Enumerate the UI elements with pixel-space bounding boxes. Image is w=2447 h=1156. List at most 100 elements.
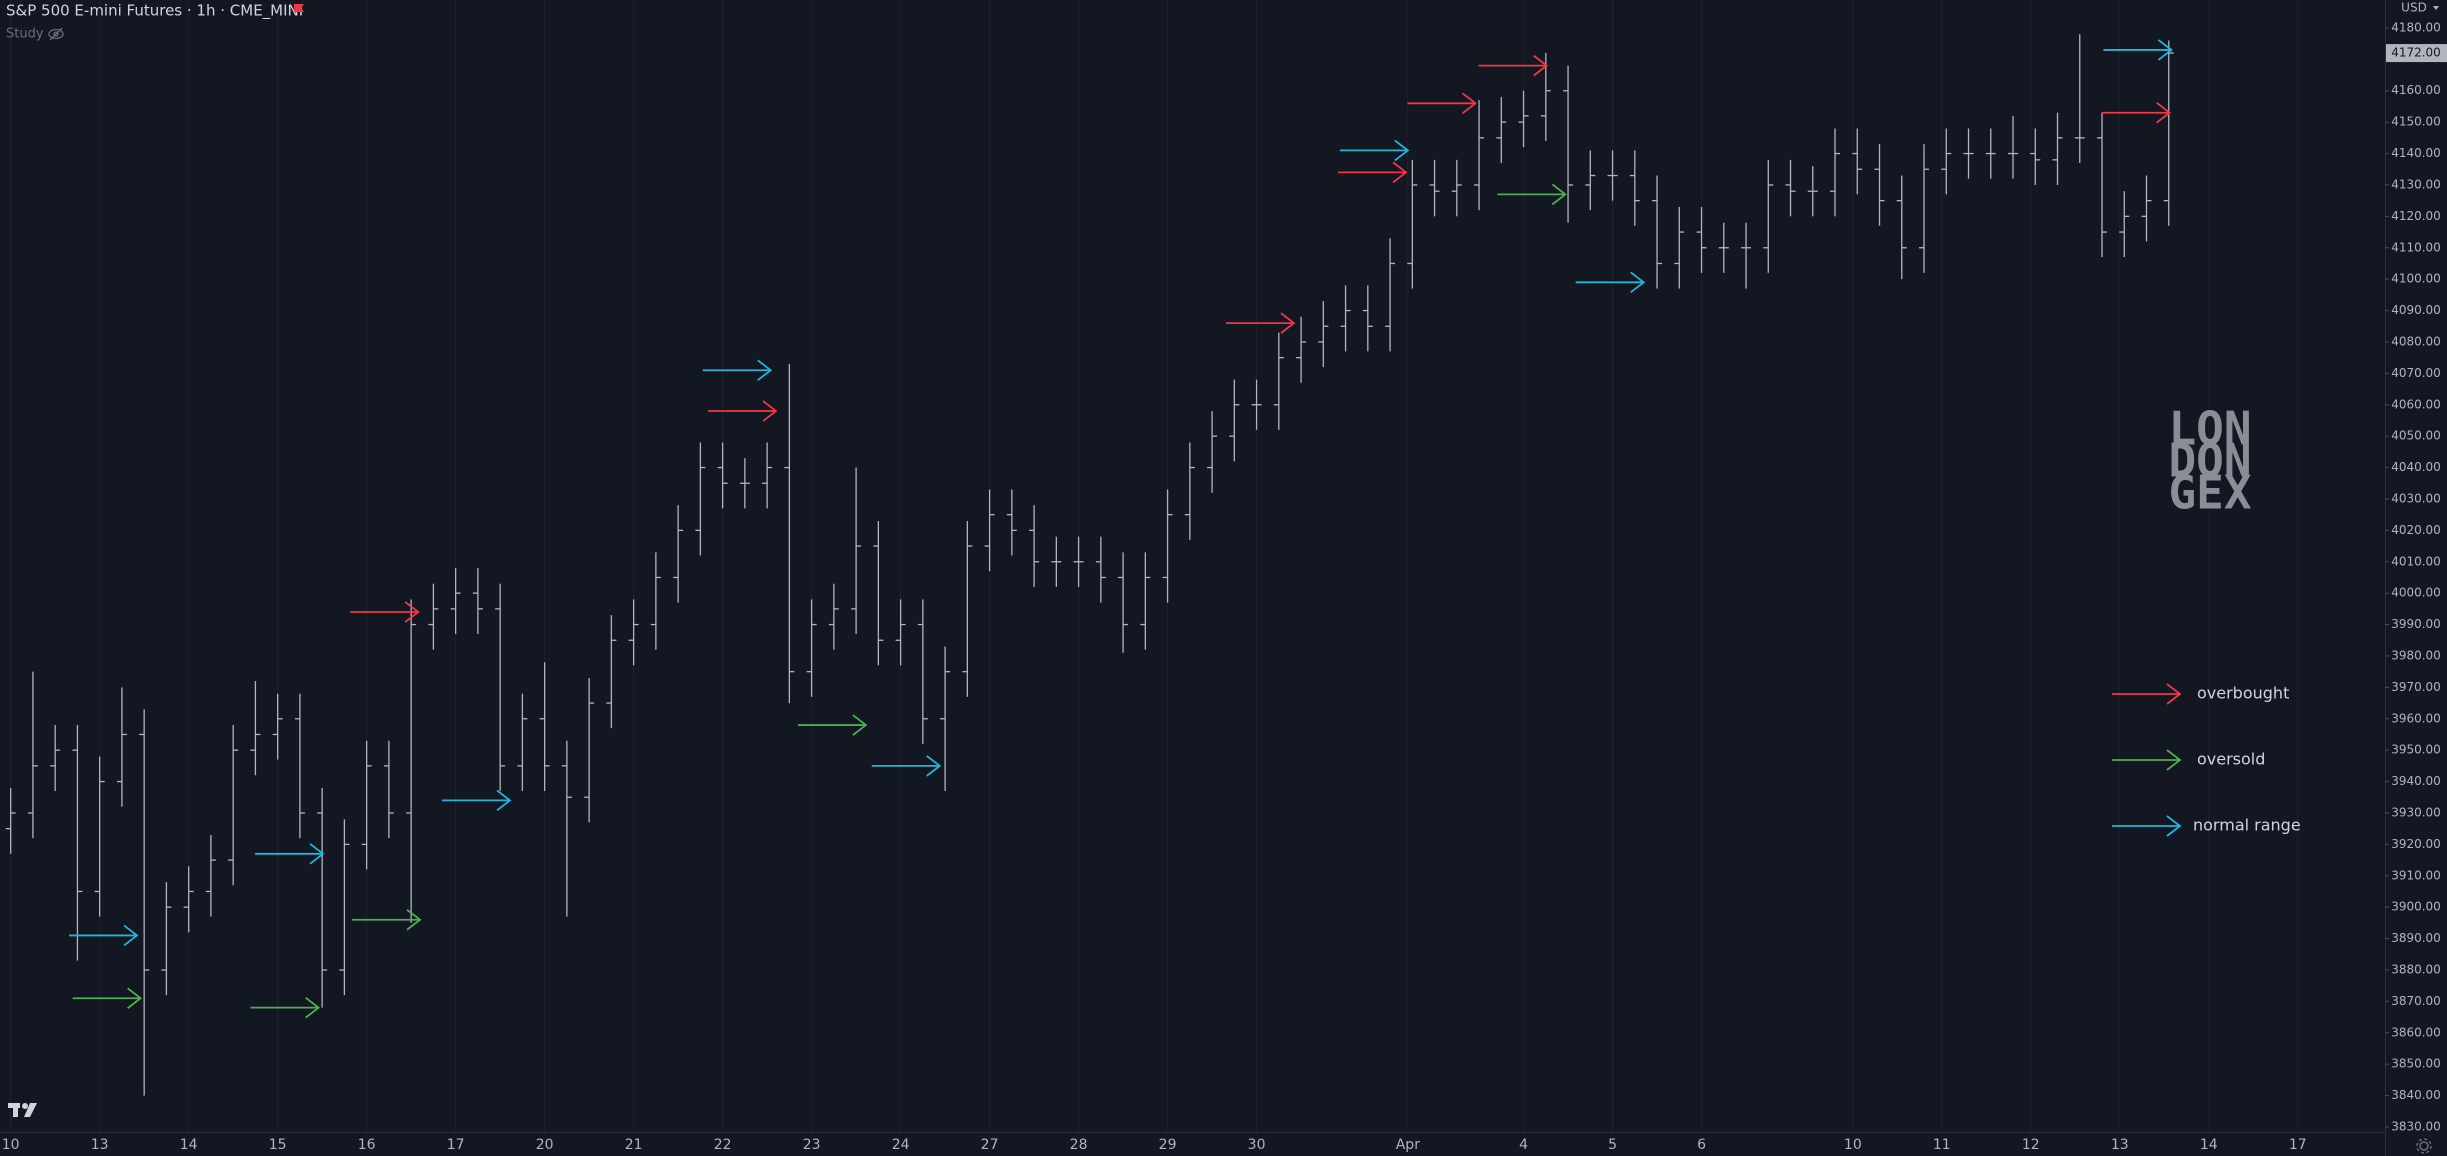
signal-arrow <box>1497 183 1567 206</box>
tv-logo <box>8 1103 37 1117</box>
signal-arrow <box>702 359 773 381</box>
signal-arrow <box>350 601 420 623</box>
y-tick-label: 3840.00 <box>2391 1088 2441 1102</box>
signal-arrow <box>2103 39 2173 61</box>
x-tick-label: 20 <box>536 1137 554 1153</box>
signal-arrow <box>255 843 325 865</box>
study-label: Study <box>6 27 44 42</box>
eye-off-icon <box>48 27 64 41</box>
signal-arrow <box>708 400 778 422</box>
currency-caret[interactable] <box>2433 6 2439 10</box>
signal-arrow <box>250 996 321 1019</box>
x-tick-label: Apr <box>1396 1137 1420 1153</box>
x-tick-label: 13 <box>91 1137 109 1153</box>
x-tick-label: 10 <box>1844 1137 1862 1153</box>
flag-icon <box>294 4 304 12</box>
x-tick-label: 4 <box>1519 1137 1528 1153</box>
y-tick-label: 3980.00 <box>2391 648 2441 662</box>
y-tick-label: 3890.00 <box>2391 931 2441 945</box>
x-tick-label: 5 <box>1608 1137 1617 1153</box>
x-tick-label: 27 <box>981 1137 999 1153</box>
y-tick-label: 3960.00 <box>2391 711 2441 725</box>
signal-arrow <box>1225 312 1296 334</box>
chart-title: S&P 500 E-mini Futures · 1h · CME_MINI <box>6 2 303 21</box>
watermark-line: LON <box>2168 402 2251 456</box>
y-tick-label: 4040.00 <box>2391 460 2441 474</box>
y-tick-label: 3870.00 <box>2391 994 2441 1008</box>
y-tick-label: 3920.00 <box>2391 837 2441 851</box>
last-price-label: 4172.00 <box>2391 46 2441 60</box>
x-tick-label: 6 <box>1697 1137 1706 1153</box>
y-tick-label: 4080.00 <box>2391 334 2441 348</box>
y-tick-label: 4120.00 <box>2391 209 2441 223</box>
watermark-line: GEX <box>2168 466 2251 520</box>
x-tick-label: 29 <box>1159 1137 1177 1153</box>
legend-arrow <box>2112 683 2182 705</box>
y-tick-label: 3990.00 <box>2391 617 2441 631</box>
signal-arrow <box>871 755 942 777</box>
signal-arrow <box>1339 139 1410 162</box>
signal-arrow <box>1478 54 1549 77</box>
y-tick-label: 3970.00 <box>2391 680 2441 694</box>
x-tick-label: 10 <box>2 1137 20 1153</box>
x-tick-label: 28 <box>1070 1137 1088 1153</box>
legend-arrow <box>2112 815 2182 837</box>
y-tick-label: 3930.00 <box>2391 805 2441 819</box>
signal-arrow <box>441 789 512 812</box>
y-tick-label: 4010.00 <box>2391 554 2441 568</box>
last-price-box <box>2386 44 2447 63</box>
y-tick-label: 3910.00 <box>2391 868 2441 882</box>
signal-arrow <box>797 714 868 736</box>
x-tick-label: 21 <box>625 1137 643 1153</box>
y-tick-label: 4110.00 <box>2391 240 2441 254</box>
x-tick-label: 16 <box>358 1137 376 1153</box>
y-tick-label: 3830.00 <box>2391 1119 2441 1133</box>
signal-arrow <box>2101 102 2172 124</box>
signal-arrow <box>69 924 139 947</box>
y-tick-label: 4060.00 <box>2391 397 2441 411</box>
y-tick-label: 4150.00 <box>2391 115 2441 129</box>
x-tick-label: 17 <box>2289 1137 2307 1153</box>
x-tick-label: 30 <box>1248 1137 1266 1153</box>
y-tick-label: 3860.00 <box>2391 1025 2441 1039</box>
x-tick-label: 24 <box>892 1137 910 1153</box>
y-tick-label: 4030.00 <box>2391 491 2441 505</box>
x-tick-label: 11 <box>1933 1137 1951 1153</box>
legend-label: normal range <box>2193 816 2301 835</box>
y-tick-label: 3880.00 <box>2391 962 2441 976</box>
y-tick-label: 3900.00 <box>2391 900 2441 914</box>
x-tick-label: 23 <box>803 1137 821 1153</box>
x-tick-label: 14 <box>180 1137 198 1153</box>
y-tick-label: 4090.00 <box>2391 303 2441 317</box>
legend-label: overbought <box>2197 684 2289 703</box>
watermark: LON DON GEX <box>2168 402 2251 520</box>
signal-arrow <box>1338 161 1408 184</box>
signal-arrow <box>1407 92 1477 115</box>
y-tick-label: 4070.00 <box>2391 366 2441 380</box>
signal-arrow <box>72 987 143 1009</box>
y-tick-label: 4180.00 <box>2391 20 2441 34</box>
watermark-line: DON <box>2168 434 2251 488</box>
y-tick-label: 4140.00 <box>2391 146 2441 160</box>
currency-label[interactable]: USD <box>2401 1 2427 15</box>
settings-icon[interactable] <box>2416 1138 2432 1154</box>
y-tick-label: 4020.00 <box>2391 523 2441 537</box>
grid <box>10 0 2299 1132</box>
x-tick-label: 14 <box>2200 1137 2218 1153</box>
legend-arrow <box>2112 749 2182 771</box>
y-tick-label: 3950.00 <box>2391 743 2441 757</box>
x-tick-label: 13 <box>2111 1137 2129 1153</box>
x-tick-label: 17 <box>447 1137 465 1153</box>
y-tick-label: 4100.00 <box>2391 272 2441 286</box>
plot <box>5 34 2174 1096</box>
legend-label: oversold <box>2197 750 2265 769</box>
signal-arrow <box>352 909 422 931</box>
x-tick-label: 12 <box>2022 1137 2040 1153</box>
signal-arrow <box>1575 271 1646 294</box>
x-tick-label: 15 <box>269 1137 287 1153</box>
y-tick-label: 4000.00 <box>2391 586 2441 600</box>
x-tick-label: 22 <box>714 1137 732 1153</box>
